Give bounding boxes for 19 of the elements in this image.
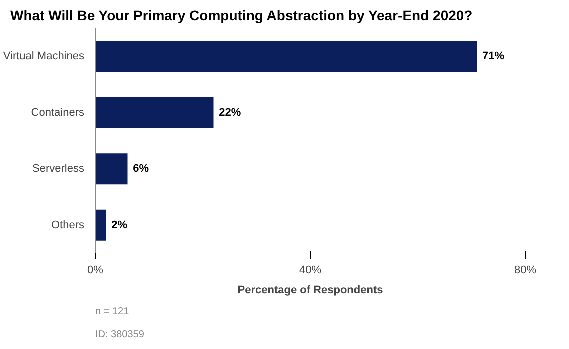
bar bbox=[96, 154, 128, 185]
y-tick-label: Containers bbox=[31, 106, 85, 119]
x-tick-label: 80% bbox=[514, 264, 537, 276]
data-label: 71% bbox=[482, 50, 505, 63]
x-tick-label: 0% bbox=[88, 264, 104, 276]
x-tick-label: 40% bbox=[299, 264, 322, 276]
y-tick-label: Serverless bbox=[32, 163, 85, 176]
x-axis-title: Percentage of Respondents bbox=[238, 284, 384, 296]
bar bbox=[96, 210, 106, 241]
y-tick-label: Others bbox=[51, 219, 85, 232]
text: n = 121 bbox=[96, 306, 130, 318]
data-label: 2% bbox=[112, 219, 128, 232]
text: ID: 380359 bbox=[96, 330, 145, 340]
chart-title: What Will Be Your Primary Computing Abstraction by Year-End 2020? bbox=[10, 8, 473, 24]
data-label: 6% bbox=[133, 163, 150, 176]
bar bbox=[96, 97, 214, 128]
y-tick-label: Virtual Machines bbox=[3, 50, 85, 63]
bar bbox=[96, 41, 478, 72]
data-label: 22% bbox=[219, 106, 242, 119]
